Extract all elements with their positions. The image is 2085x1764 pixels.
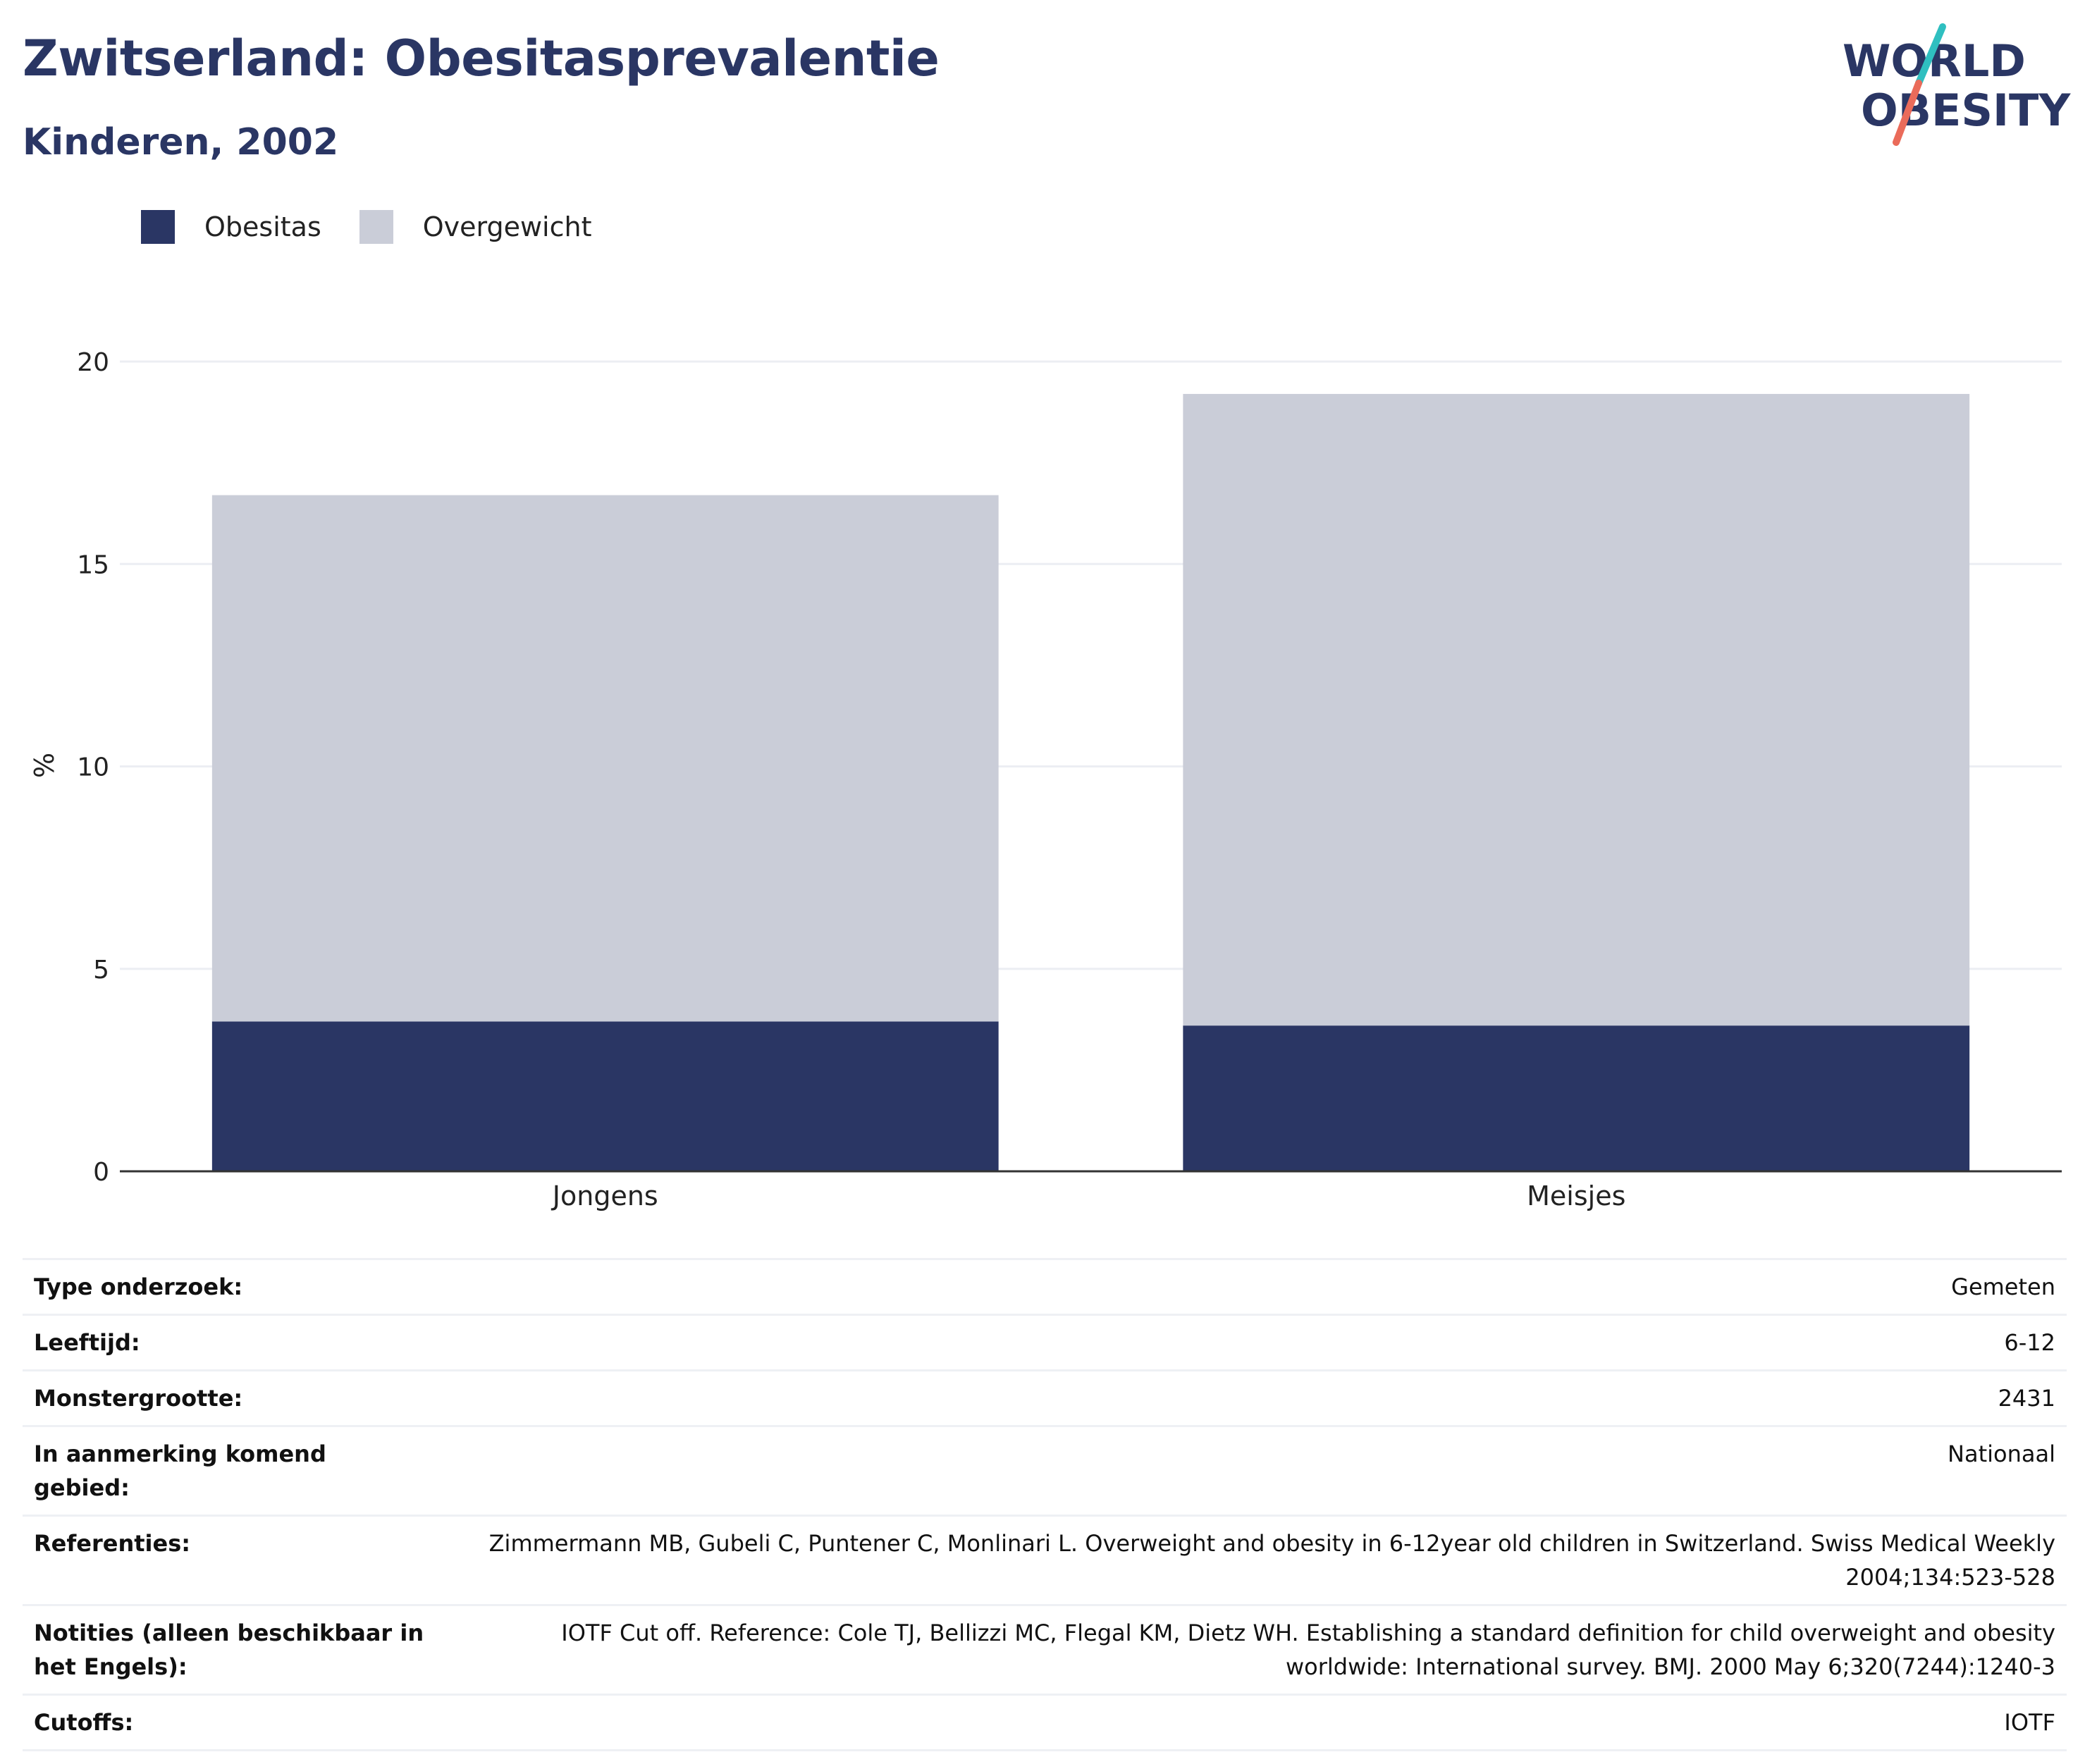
chart-subtitle: Kinderen, 2002 <box>23 121 339 164</box>
logo-line-2: OBESITY <box>1861 85 2071 136</box>
legend-item-obesitas[interactable]: Obesitas <box>141 210 321 244</box>
bar-obesitas-meisjes[interactable] <box>1183 1025 1970 1171</box>
details-row: Referenties: Zimmermann MB, Gubeli C, Pun… <box>23 1515 2067 1605</box>
chart-title: Zwitserland: Obesitasprevalentie <box>23 30 940 87</box>
chart-legend: Obesitas Overgewicht <box>141 210 630 244</box>
survey-details-table: Type onderzoek: Gemeten Leeftijd: 6-12 Monst… <box>23 1258 2067 1751</box>
y-tick-label: 10 <box>77 753 109 782</box>
details-row: In aanmerking komend gebied: Nationaal <box>23 1425 2067 1516</box>
y-tick-label: 20 <box>77 348 109 377</box>
details-value: Gemeten <box>440 1258 2067 1315</box>
details-value: IOTF Cut off. Reference: Cole TJ, Belliz… <box>440 1604 2067 1695</box>
legend-label-obesitas: Obesitas <box>204 211 321 242</box>
details-key: Monstergrootte: <box>23 1369 440 1426</box>
legend-swatch-obesitas <box>141 210 175 244</box>
details-value: Nationaal <box>440 1425 2067 1516</box>
bar-overgewicht-meisjes[interactable] <box>1183 393 1970 1026</box>
bars <box>211 393 1970 1171</box>
y-axis-label: % <box>29 753 60 778</box>
details-key: In aanmerking komend gebied: <box>23 1425 440 1516</box>
details-key: Leeftijd: <box>23 1314 440 1371</box>
details-key: Type onderzoek: <box>23 1258 440 1315</box>
details-value: IOTF <box>440 1694 2067 1751</box>
bar-obesitas-jongens[interactable] <box>211 1021 999 1171</box>
y-tick-label: 15 <box>77 550 109 579</box>
bar-overgewicht-jongens[interactable] <box>211 495 999 1022</box>
details-row: Cutoffs: IOTF <box>23 1694 2067 1751</box>
details-key: Referenties: <box>23 1515 440 1605</box>
details-row: Type onderzoek: Gemeten <box>23 1258 2067 1315</box>
legend-label-overgewicht: Overgewicht <box>422 211 592 242</box>
details-value: 6-12 <box>440 1314 2067 1371</box>
details-row: Leeftijd: 6-12 <box>23 1314 2067 1371</box>
details-row: Monstergrootte: 2431 <box>23 1369 2067 1426</box>
details-key: Cutoffs: <box>23 1694 440 1751</box>
details-key: Notities (alleen beschikbaar in het Enge… <box>23 1604 440 1695</box>
stacked-bar-chart: 0 5 10 15 20 Jongens Meisjes% <box>29 348 2062 1211</box>
details-value: 2431 <box>440 1369 2067 1426</box>
legend-item-overgewicht[interactable]: Overgewicht <box>359 210 592 244</box>
y-tick-label: 0 <box>93 1158 109 1187</box>
logo-slash-teal <box>1915 23 1946 87</box>
details-row: Notities (alleen beschikbaar in het Enge… <box>23 1604 2067 1695</box>
details-value: Zimmermann MB, Gubeli C, Puntener C, Mon… <box>440 1515 2067 1605</box>
axes: 0 5 10 15 20 Jongens Meisjes% <box>29 348 2062 1211</box>
world-obesity-logo: WORLD OBESITY <box>1843 23 2071 146</box>
logo-slash-coral <box>1893 80 1922 146</box>
y-tick-label: 5 <box>93 956 109 985</box>
x-tick-label: Jongens <box>551 1180 658 1211</box>
legend-swatch-overgewicht <box>359 210 393 244</box>
x-tick-label: Meisjes <box>1527 1180 1625 1211</box>
